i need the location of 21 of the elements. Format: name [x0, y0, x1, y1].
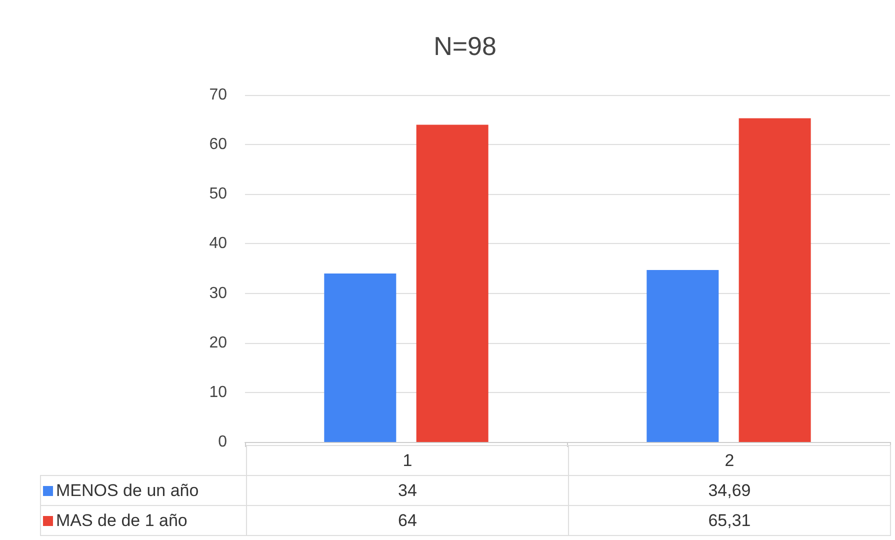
x-tick-label: 1 — [246, 446, 568, 476]
y-tick-label: 0 — [218, 434, 228, 450]
bar — [324, 273, 396, 442]
y-tick-label: 30 — [209, 284, 228, 302]
legend-label: MENOS de un año — [40, 476, 246, 506]
y-tick-label: 10 — [209, 384, 228, 401]
data-label: 64 — [246, 506, 568, 536]
y-tick-label: 20 — [209, 334, 228, 352]
legend-label: MAS de de 1 año — [40, 506, 246, 536]
y-tick-label: 40 — [209, 235, 228, 252]
y-tick-label: 50 — [209, 186, 228, 203]
chart-title: N=98 — [434, 31, 496, 61]
y-tick-label: 70 — [209, 86, 228, 104]
data-label: 34 — [246, 476, 568, 506]
bar — [646, 270, 719, 442]
data-label: 34,69 — [568, 476, 890, 506]
y-tick-label: 60 — [209, 136, 228, 154]
data-label: 65,31 — [568, 506, 890, 536]
bar — [738, 118, 811, 442]
bar — [416, 124, 488, 442]
x-tick-label: 2 — [568, 446, 890, 476]
